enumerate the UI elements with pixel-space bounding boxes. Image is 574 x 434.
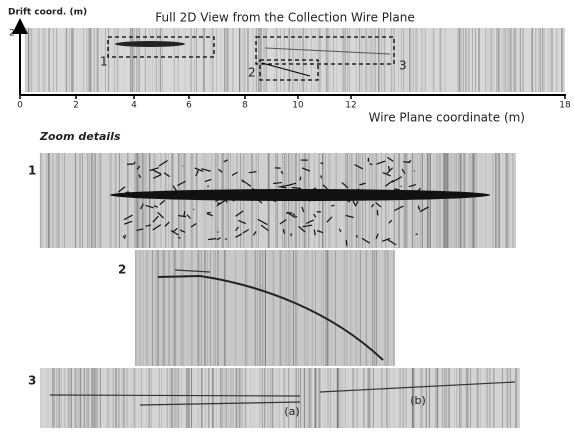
x-tick-label: 2 (73, 101, 79, 111)
track-segment (225, 239, 227, 240)
box-label: 1 (100, 55, 108, 69)
track-segment (198, 191, 199, 193)
track-segment (273, 201, 276, 202)
x-tick-label: 4 (131, 101, 137, 111)
track-segment (294, 217, 297, 218)
x-axis-label: Wire Plane coordinate (m) (369, 111, 525, 125)
panel-label: 1 (28, 164, 36, 178)
track-segment (331, 205, 334, 206)
zoom-title: Zoom details (39, 130, 121, 143)
shower (115, 41, 185, 47)
track-segment (126, 192, 129, 193)
x-tick-label: 18 (559, 101, 571, 111)
title: Full 2D View from the Collection Wire Pl… (155, 11, 414, 25)
track-segment (321, 175, 322, 178)
shower (110, 189, 490, 201)
y-tick-label: 2 (9, 29, 15, 39)
x-tick-label: 8 (242, 101, 248, 111)
track-segment (218, 232, 219, 233)
panel-label: 2 (118, 263, 126, 277)
box-label: 3 (399, 59, 407, 73)
track-segment (208, 186, 209, 187)
annotation: (b) (410, 394, 426, 407)
track-segment (321, 199, 323, 200)
x-tick-label: 10 (292, 101, 304, 111)
x-tick-label: 0 (17, 101, 23, 111)
x-tick-label: 6 (186, 101, 192, 111)
box-label: 2 (248, 66, 256, 80)
y-axis-label: Drift coord. (m) (8, 8, 87, 18)
track-segment (207, 212, 211, 213)
track-segment (346, 240, 347, 246)
annotation: (a) (284, 405, 299, 418)
track-segment (401, 186, 402, 187)
panel-label: 3 (28, 374, 36, 388)
x-tick-label: 12 (345, 101, 356, 111)
detector-images (25, 28, 565, 428)
track-segment (416, 234, 418, 235)
track-segment (208, 239, 216, 240)
